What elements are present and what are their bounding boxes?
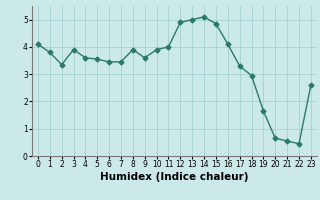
X-axis label: Humidex (Indice chaleur): Humidex (Indice chaleur) <box>100 172 249 182</box>
